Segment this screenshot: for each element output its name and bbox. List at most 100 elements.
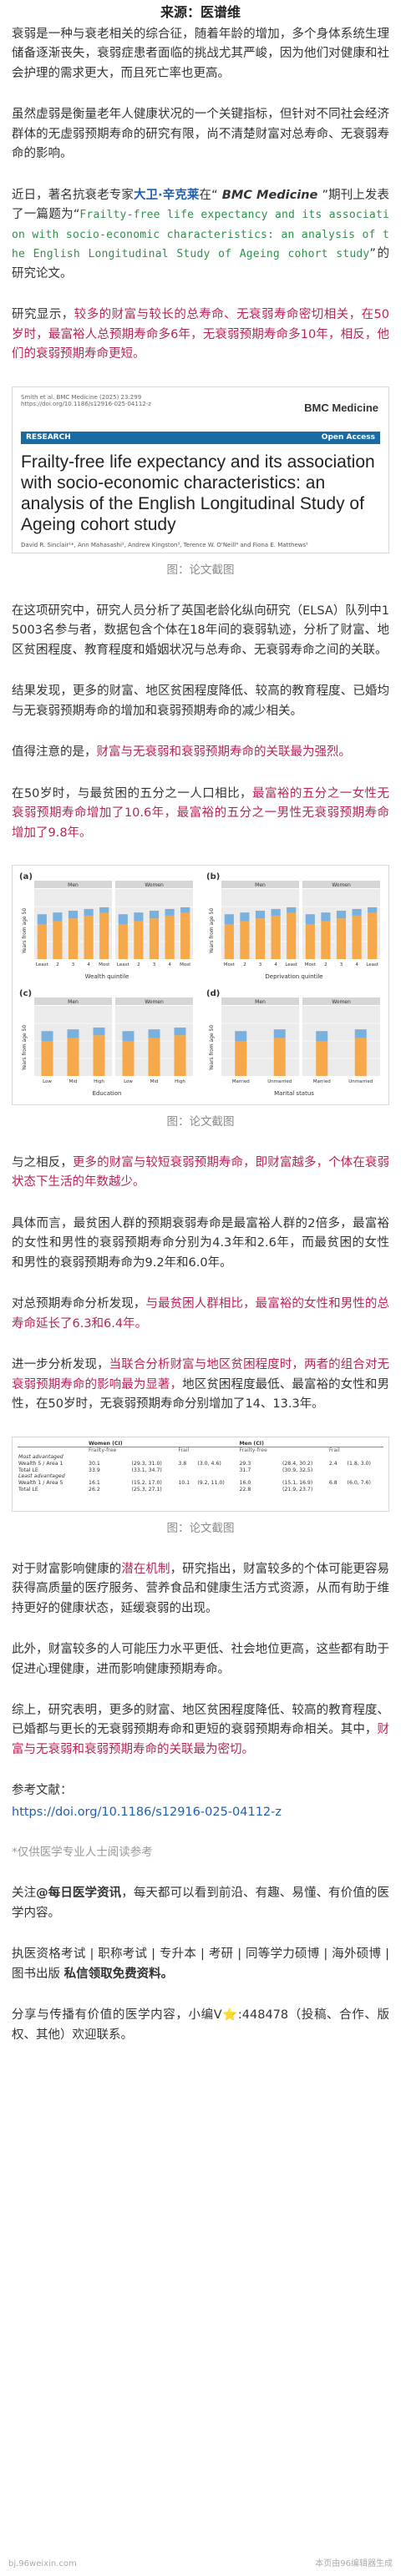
tick-label: 3	[153, 962, 156, 967]
highlight: 与最贫困人群相比，最富裕的女性和男性的总寿命延长了6.3和6.4年。	[12, 1297, 390, 1331]
table-header-row: Women (CI) Men (CI)	[18, 1440, 383, 1448]
table-cell	[130, 1454, 177, 1461]
bar-frailty-free	[41, 1041, 53, 1076]
table-row: Wealth 5 / Area 1 30.1 (29.3, 31.0) 3.8 (3.0…	[18, 1461, 383, 1467]
row-label: Least advantaged	[18, 1473, 65, 1480]
table-corner	[18, 1440, 89, 1448]
source-header: 来源：医谱维	[160, 4, 241, 20]
intro-paragraph-2: 虽然虚弱是衡量老年人健康状况的一个关键指标，但针对不同社会经济群体的无虚弱预期寿…	[12, 108, 389, 161]
bar-frailty-free	[134, 921, 144, 959]
facet-strip	[302, 881, 380, 888]
text: 在50岁时，与最贫困的五分之一人口相比，	[12, 786, 252, 801]
bar-frail	[68, 911, 79, 919]
body-paragraph-8: 在50岁时，与最贫困的五分之一人口相比，最富裕的五分之一女性无衰弱预期寿命增加了…	[12, 785, 389, 843]
bar-frailty-free	[174, 1035, 186, 1076]
table-cell	[18, 1447, 88, 1454]
journal-logo: BMC Medicine	[304, 401, 378, 414]
table-cell	[196, 1487, 238, 1493]
text: 进一步分析发现，	[12, 1358, 109, 1372]
text: 研究显示，	[12, 308, 74, 322]
highlight: 当联合分析财富与地区贫困程度时，两者的组合对无衰弱预期寿命的影响最为显著，	[12, 1358, 390, 1392]
brand-name[interactable]: @每日医学资讯	[36, 1887, 122, 1901]
tick-label: Least	[366, 962, 379, 967]
facet-label: Women	[145, 882, 164, 888]
table-cell: (1.8, 3.0)	[347, 1460, 371, 1467]
highlight: 最富裕的五分之一女性无衰弱预期寿命增加了10.6年，最富裕的五分之一男性无衰弱预…	[12, 786, 389, 840]
bar-frailty-free	[352, 915, 362, 959]
bar-frailty-free	[149, 918, 160, 959]
tick-label: Mid	[69, 1079, 78, 1084]
facet-label: Men	[255, 882, 266, 888]
text: 执医资格考试 | 职称考试 | 专升本 | 考研 | 同等学力硕博 | 海外硕博…	[12, 1947, 389, 1981]
highlight: 较多的财富与较长的总寿命、无衰弱寿命密切相关，在50岁时，最富裕人总预期寿命多6…	[12, 308, 389, 361]
tick-label: 2	[243, 962, 246, 967]
bar-frail	[118, 914, 128, 924]
table-cell: 2.4	[328, 1460, 338, 1467]
tick-label: Most	[305, 962, 317, 967]
references-title: 参考文献：	[12, 1784, 73, 1798]
table-row: Wealth 1 / Area 5 16.1 (15.2, 17.0) 10.1 (9.…	[18, 1480, 383, 1487]
tick-label: 3	[72, 962, 75, 967]
reference-link[interactable]: https://doi.org/10.1186/s12916-025-04112…	[12, 1805, 282, 1819]
table-cell	[347, 1473, 383, 1480]
bar-frailty-free	[53, 921, 63, 959]
bar-frail	[273, 1029, 286, 1038]
table-cell: (29.3, 31.0)	[131, 1460, 162, 1467]
bar-frail	[368, 907, 378, 913]
table-cell: 16.0	[239, 1480, 251, 1487]
table-cell	[282, 1473, 328, 1480]
bar-frail	[134, 912, 144, 922]
bar-frail	[122, 1031, 135, 1041]
bar-frailty-free	[68, 918, 79, 959]
facet-strip	[221, 881, 299, 888]
paper-card-title: Frailty-free life expectancy and its ass…	[21, 452, 375, 534]
open-access-label: Open Access	[321, 432, 375, 442]
table-cell	[177, 1473, 196, 1480]
body-paragraph-13: 对于财富影响健康的潜在机制，研究指出，财富较多的个体可能更容易获得高质量的医疗服…	[12, 1560, 389, 1619]
bar-frailty-free	[287, 912, 297, 959]
table-cell: (9.2, 11.0)	[197, 1480, 225, 1487]
table-subheader: Frail	[178, 1447, 190, 1454]
bar-frailty-free	[93, 1035, 105, 1076]
text: 综上，研究表明，更多的财富、地区贫困程度降低、较高的教育程度、已婚都与更长的无衰…	[12, 1703, 389, 1737]
free-material-link[interactable]: 私信领取免费资料。	[63, 1967, 174, 1981]
figure-caption-2: 图：论文截图	[166, 1115, 235, 1129]
body-paragraph-12: 进一步分析发现，当联合分析财富与地区贫困程度时，两者的组合对无衰弱预期寿命的影响…	[12, 1356, 389, 1414]
tick-label: 3	[259, 962, 262, 967]
highlight: 财富与无衰弱和衰弱预期寿命的关联最为密切。	[12, 1723, 389, 1756]
life-expectancy-table: Women (CI) Men (CI) Frailty-free Frail Fra…	[18, 1440, 383, 1493]
bar-frailty-free	[37, 924, 47, 959]
table-cell: (33.1, 34.7)	[131, 1467, 162, 1473]
intro-paragraph-4: 研究显示，较多的财富与较长的总寿命、无衰弱寿命密切相关，在50岁时，最富裕人总预…	[12, 306, 389, 364]
table-cell: 10.1	[178, 1480, 190, 1487]
bar-frailty-free	[148, 1038, 160, 1076]
bar-frail	[224, 914, 234, 924]
bar-frail	[67, 1029, 79, 1038]
table-subheader	[347, 1447, 383, 1454]
table-cell	[328, 1487, 347, 1493]
row-label: Total LE	[18, 1467, 38, 1473]
bar-frail	[148, 1029, 160, 1038]
facet-strip	[302, 998, 380, 1005]
body-paragraph-5: 在这项研究中，研究人员分析了英国老龄化纵向研究（ELSA）队列中15003名参与…	[12, 604, 389, 657]
bar-frailty-free	[368, 912, 378, 959]
row-label: Total LE	[18, 1486, 38, 1493]
y-axis-label: Years from age 50	[22, 908, 28, 955]
text: ，研究指出，财富较多的个体可能更容易获得高质量的医疗服务、营养食品和健康生活方式…	[12, 1562, 390, 1615]
bottom-bar: bj.96weixin.com 本页由96编辑器生成	[0, 2553, 401, 2576]
tick-label: 4	[168, 962, 171, 967]
bar-frail	[41, 1031, 53, 1041]
table-cell: 16.1	[89, 1480, 100, 1487]
table-cell	[196, 1467, 238, 1474]
table-cell	[196, 1473, 238, 1480]
bar-frail	[99, 907, 109, 913]
follow-paragraph: 关注@每日医学资讯，每天都可以看到前沿、有趣、易懂、有价值的医学内容。	[12, 1884, 389, 1923]
site-url[interactable]: bj.96weixin.com	[8, 2558, 77, 2568]
table-cell: (25.3, 27.1)	[131, 1486, 162, 1493]
text: 在“	[199, 188, 218, 202]
y-axis-label: Years from age 50	[209, 1025, 215, 1072]
table-cell	[282, 1454, 328, 1461]
text: 关注	[12, 1887, 37, 1901]
facet-label: Men	[68, 999, 79, 1005]
figure-caption-1: 图：论文截图	[166, 563, 235, 577]
